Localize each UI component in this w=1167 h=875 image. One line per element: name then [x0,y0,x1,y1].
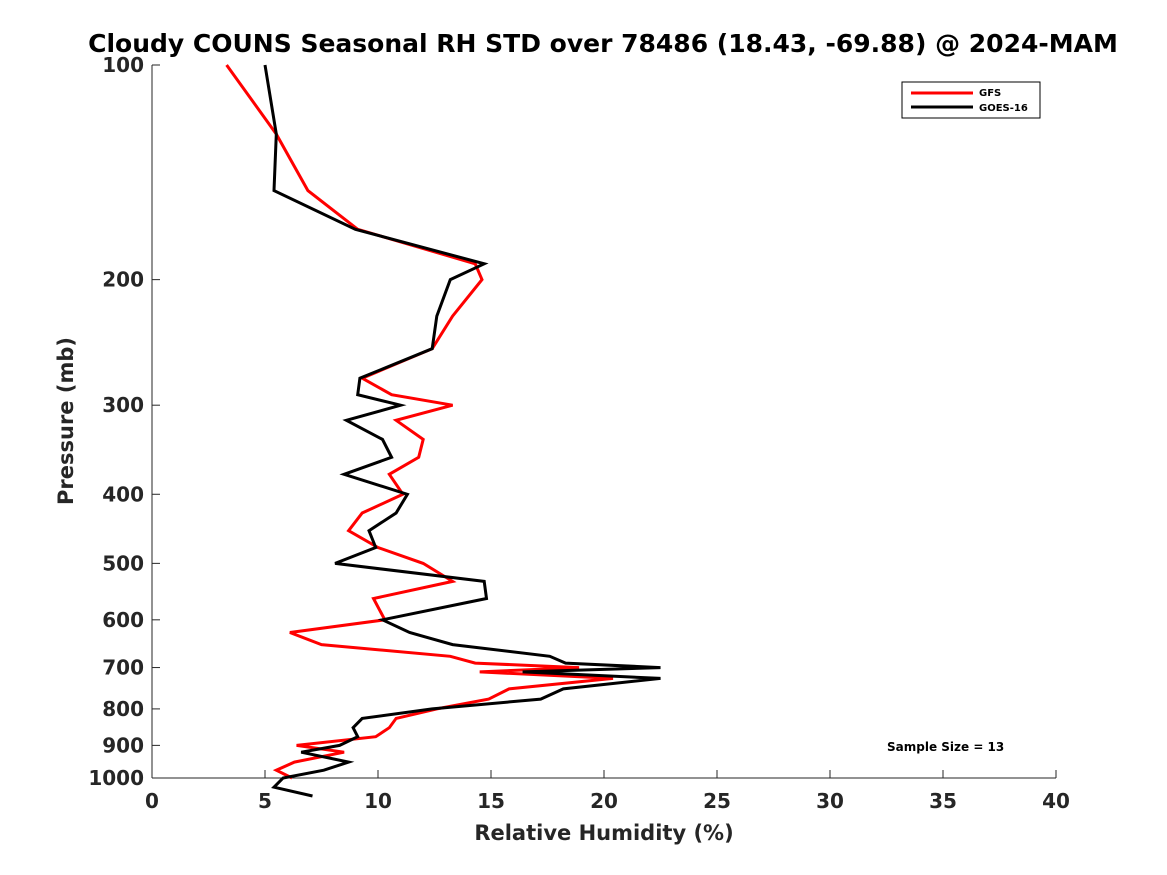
legend-label-gfs: GFS [979,88,1001,99]
plot-area: 0 5 10 15 20 25 30 35 40 100 200 300 400 500 600 700 80… [88,53,1070,813]
series-line-gfs [225,64,614,780]
x-tick-label: 25 [703,789,731,813]
y-tick-label: 200 [102,268,144,292]
legend-label-goes16: GOES-16 [979,103,1028,114]
legend: GFS GOES-16 [901,81,1041,119]
x-tick-label: 5 [258,789,272,813]
x-tick-label: 10 [364,789,392,813]
x-tick-label: 35 [929,789,957,813]
x-axis-label: Relative Humidity (%) [474,821,733,845]
x-tick-label: 40 [1042,789,1070,813]
legend-box [901,81,1041,119]
chart-title: Cloudy COUNS Seasonal RH STD over 78486 … [88,29,1118,58]
y-tick-label: 800 [102,697,144,721]
sample-size-annotation: Sample Size = 13 [887,740,1004,754]
x-ticks: 0 5 10 15 20 25 30 35 40 [145,770,1070,813]
y-tick-label: 900 [102,733,144,757]
x-tick-label: 30 [816,789,844,813]
y-tick-label: 400 [102,482,144,506]
y-tick-label: 500 [102,551,144,575]
y-tick-label: 100 [102,53,144,77]
y-axis-label: Pressure (mb) [54,337,78,505]
y-tick-label: 600 [102,608,144,632]
y-ticks: 100 200 300 400 500 600 700 800 900 1000 [88,53,160,790]
series-layer [225,64,661,798]
x-tick-label: 15 [477,789,505,813]
x-tick-label: 0 [145,789,159,813]
y-tick-label: 700 [102,656,144,680]
y-tick-label: 300 [102,393,144,417]
y-tick-label: 1000 [88,766,144,790]
x-tick-label: 20 [590,789,618,813]
series-line-goes16 [263,64,661,798]
